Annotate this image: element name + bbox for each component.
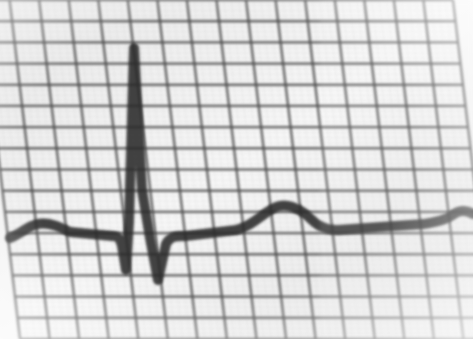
depth-blur-right: [320, 0, 473, 339]
